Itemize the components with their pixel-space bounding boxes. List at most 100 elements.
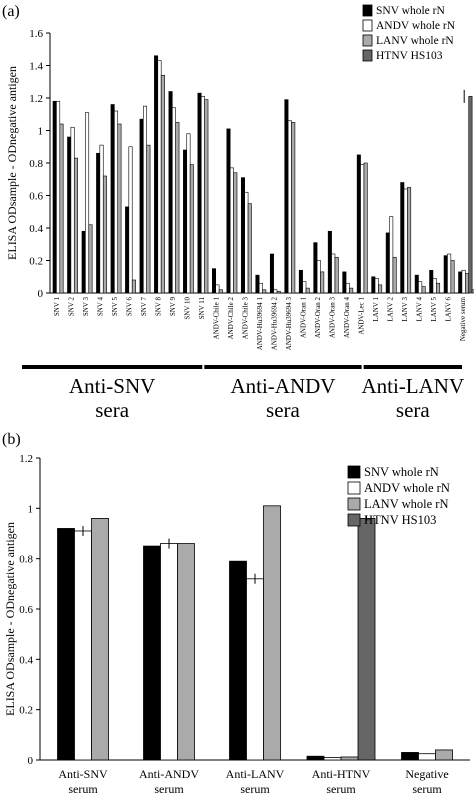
bar-b bbox=[357, 518, 376, 761]
bar-a bbox=[59, 123, 64, 294]
bar-a bbox=[154, 55, 159, 294]
legend-label-b: LANV whole rN bbox=[364, 497, 448, 511]
bar-a bbox=[468, 96, 473, 294]
bar-a bbox=[56, 100, 61, 294]
legend-swatch-b bbox=[347, 465, 361, 479]
x-tick-label-a: SNV 9 bbox=[169, 297, 177, 317]
bar-a bbox=[284, 99, 289, 294]
legend-label-b: HTNV HS103 bbox=[364, 513, 436, 527]
y-tick-label-a: 0.2 bbox=[29, 256, 43, 268]
bar-a bbox=[81, 230, 86, 294]
legend-swatch-b bbox=[347, 513, 361, 527]
bar-a bbox=[171, 107, 176, 294]
y-tick-label-a: 1.6 bbox=[29, 28, 43, 40]
group-label-a: sera bbox=[95, 398, 129, 422]
group-label-a: sera bbox=[396, 398, 430, 422]
bar-b bbox=[401, 752, 419, 761]
bar-b bbox=[246, 578, 264, 761]
group-label-a: Anti-LANV bbox=[361, 374, 464, 398]
bar-a bbox=[200, 96, 205, 294]
bar-b bbox=[177, 543, 195, 761]
x-tick-label-b: serum bbox=[326, 782, 356, 796]
y-tick-label-a: 0.6 bbox=[29, 191, 43, 203]
x-tick-label-b: Negative bbox=[405, 767, 448, 781]
bar-a bbox=[429, 269, 434, 294]
group-label-a: Anti-SNV bbox=[69, 374, 155, 398]
x-tick-label-a: ANDV-Lec 1 bbox=[357, 297, 365, 335]
bar-b bbox=[435, 749, 453, 761]
legend-label-a: ANDV whole rN bbox=[376, 20, 456, 32]
x-tick-label-a: ANDV-Hu39694 2 bbox=[270, 297, 278, 351]
legend-swatch-a bbox=[362, 34, 373, 47]
legend-label-a: SNV whole rN bbox=[376, 5, 445, 17]
bar-a bbox=[374, 278, 379, 294]
x-tick-label-a: SNV 10 bbox=[184, 297, 192, 320]
group-bar-a bbox=[363, 365, 462, 369]
x-tick-label-b: serum bbox=[68, 782, 98, 796]
y-axis-label-b: ELISA ODsample - ODnegative antigen bbox=[3, 522, 17, 716]
y-tick-label-a: 0.4 bbox=[29, 223, 43, 235]
x-tick-label-a: SNV 3 bbox=[82, 297, 90, 317]
bar-a bbox=[334, 256, 339, 294]
panel-label-b: (b) bbox=[2, 431, 21, 448]
bar-a bbox=[85, 112, 90, 294]
x-tick-label-a: LANV 2 bbox=[386, 297, 394, 322]
bar-a bbox=[331, 253, 336, 294]
bar-a bbox=[436, 282, 441, 294]
x-tick-label-a: ANDV-Hu39694 1 bbox=[256, 297, 264, 351]
x-tick-label-a: ANDV-Oran 4 bbox=[343, 297, 351, 339]
x-tick-label-a: SNV 1 bbox=[53, 297, 61, 317]
bar-a bbox=[302, 281, 307, 294]
group-bar-a bbox=[22, 365, 203, 369]
bar-a bbox=[247, 203, 252, 294]
bar-a bbox=[255, 274, 260, 294]
y-tick-label-a: 0.8 bbox=[29, 158, 43, 170]
bar-a bbox=[461, 269, 466, 294]
bar-a bbox=[407, 187, 412, 294]
bar-a bbox=[276, 291, 281, 294]
bar-a bbox=[240, 177, 245, 294]
y-axis-label-a: ELISA ODsample - ODnegative antigen bbox=[5, 66, 19, 260]
x-tick-label-b: Anti-HTNV bbox=[312, 767, 371, 781]
x-tick-label-b: Anti-LANV bbox=[226, 767, 285, 781]
x-tick-label-b: serum bbox=[412, 782, 442, 796]
y-tick-label-b: 0.4 bbox=[19, 654, 33, 666]
bar-b bbox=[143, 545, 161, 761]
panel-label-a: (a) bbox=[2, 3, 20, 20]
bar-a bbox=[146, 144, 151, 294]
group-bar-a bbox=[204, 365, 362, 369]
bar-a bbox=[244, 191, 249, 294]
bar-a bbox=[157, 60, 162, 294]
x-tick-label-b: Anti-SNV bbox=[58, 767, 108, 781]
x-tick-label-a: LANV 3 bbox=[401, 297, 409, 322]
bar-a bbox=[67, 136, 72, 294]
bar-a bbox=[400, 182, 405, 294]
x-tick-label-a: SNV 5 bbox=[111, 297, 119, 317]
bar-a bbox=[403, 188, 408, 294]
bar-a bbox=[142, 105, 147, 294]
bar-a bbox=[189, 164, 194, 294]
bar-a bbox=[363, 162, 368, 294]
bar-a bbox=[110, 104, 115, 294]
legend-swatch-b bbox=[347, 481, 361, 495]
bar-a bbox=[316, 260, 321, 294]
x-tick-label-a: SNV 4 bbox=[97, 297, 105, 317]
bar-a bbox=[183, 149, 188, 294]
bar-b bbox=[74, 530, 92, 761]
legend-swatch-b bbox=[347, 497, 361, 511]
y-tick-label-b: 0.8 bbox=[19, 554, 33, 566]
bar-b bbox=[57, 528, 75, 761]
bar-a bbox=[345, 282, 350, 294]
bar-a bbox=[114, 110, 119, 294]
bar-a bbox=[450, 260, 455, 294]
bar-a bbox=[291, 122, 296, 294]
x-tick-label-a: SNV 7 bbox=[140, 297, 148, 317]
bar-a bbox=[229, 167, 234, 294]
bar-a bbox=[99, 144, 104, 294]
bar-a bbox=[447, 253, 452, 294]
bar-a bbox=[458, 271, 463, 294]
y-tick-label-a: 0 bbox=[38, 288, 44, 300]
x-tick-label-a: LANV 5 bbox=[430, 297, 438, 322]
legend-swatch-a bbox=[362, 19, 373, 32]
